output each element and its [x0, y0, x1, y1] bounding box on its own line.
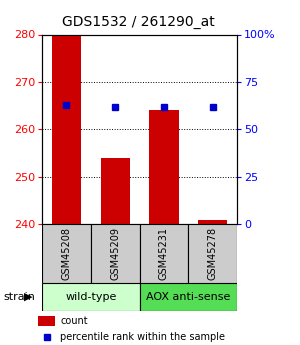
- Text: strain: strain: [3, 292, 35, 302]
- Text: ▶: ▶: [24, 292, 33, 302]
- Text: GSM45278: GSM45278: [208, 227, 218, 280]
- Text: count: count: [60, 316, 88, 326]
- Bar: [42, 224, 91, 283]
- Text: percentile rank within the sample: percentile rank within the sample: [60, 332, 225, 342]
- Text: GDS1532 / 261290_at: GDS1532 / 261290_at: [61, 15, 214, 29]
- Bar: [91, 224, 140, 283]
- Text: GSM45231: GSM45231: [159, 227, 169, 280]
- Bar: [140, 283, 237, 310]
- Bar: [100, 158, 130, 224]
- Bar: [149, 110, 178, 224]
- Bar: [188, 224, 237, 283]
- Text: wild-type: wild-type: [65, 292, 116, 302]
- Text: GSM45208: GSM45208: [61, 227, 71, 280]
- Bar: [140, 224, 188, 283]
- Text: GSM45209: GSM45209: [110, 227, 120, 280]
- Bar: [198, 219, 227, 224]
- Bar: [42, 283, 140, 310]
- Text: AOX anti-sense: AOX anti-sense: [146, 292, 230, 302]
- Bar: [38, 316, 55, 326]
- Bar: [52, 34, 81, 224]
